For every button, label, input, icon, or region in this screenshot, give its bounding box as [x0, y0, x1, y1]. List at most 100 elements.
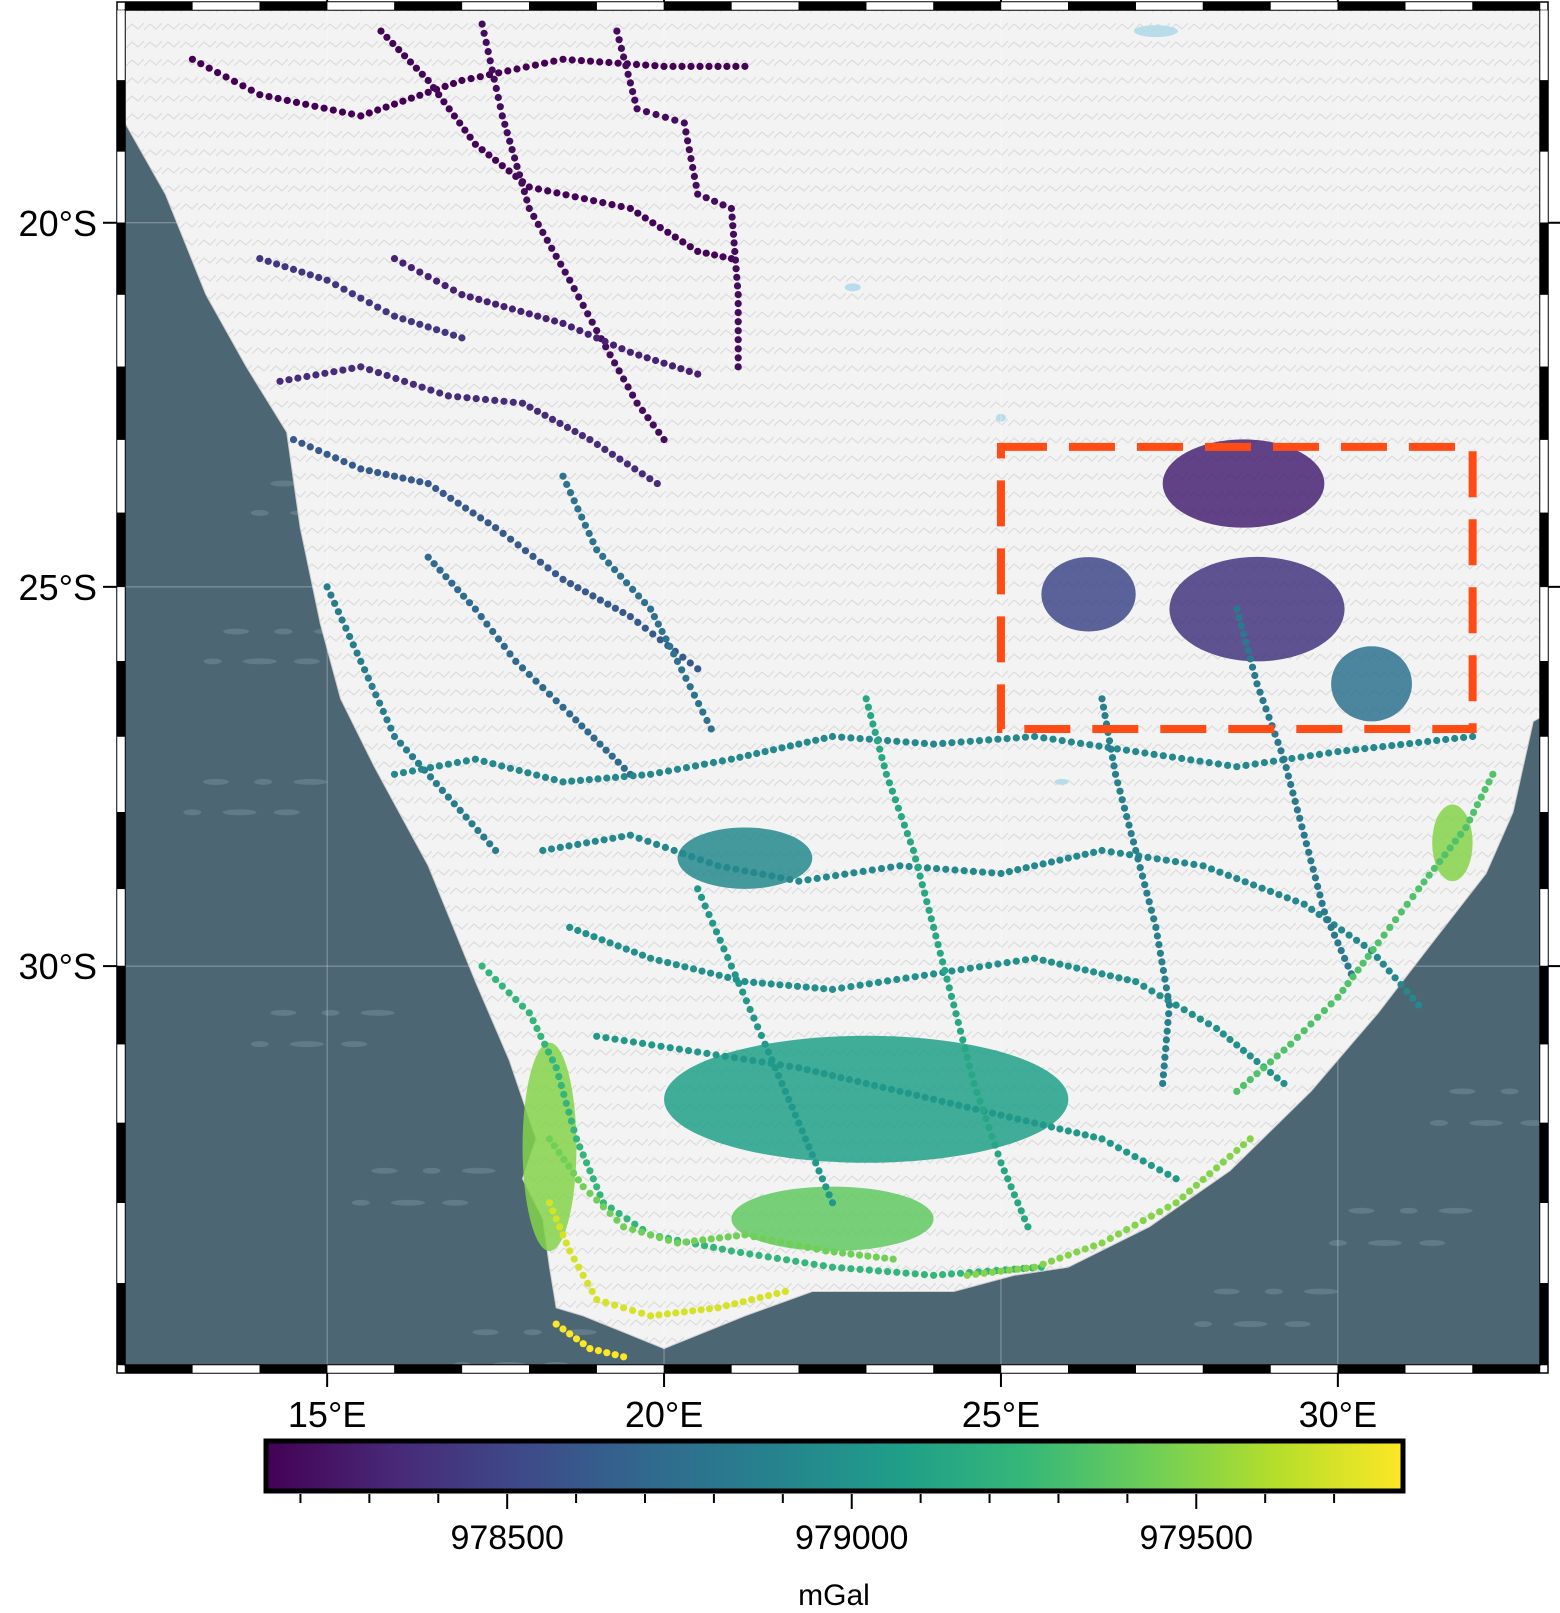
gravity-point [513, 65, 521, 73]
gravity-point [329, 106, 337, 114]
gravity-point [1216, 868, 1224, 876]
gravity-point [889, 1255, 897, 1263]
gravity-point [395, 46, 403, 54]
gravity-point [515, 766, 523, 775]
gravity-point [879, 1083, 887, 1091]
gravity-point [734, 291, 742, 299]
gravity-point [1116, 787, 1124, 795]
gravity-point [727, 755, 736, 763]
gravity-point [1239, 630, 1248, 638]
gravity-point [407, 264, 415, 272]
gravity-point [471, 140, 479, 148]
gravity-point [658, 627, 666, 636]
gravity-point [1031, 1119, 1039, 1127]
gravity-point [1374, 939, 1382, 947]
gravity-point [685, 146, 693, 154]
gravity-point [920, 971, 929, 979]
gravity-point [416, 478, 424, 486]
gravity-point [294, 374, 302, 382]
gravity-point [505, 167, 513, 175]
gravity-point [1129, 838, 1138, 846]
gravity-point [1086, 741, 1094, 749]
gravity-point [1164, 1018, 1172, 1027]
gravity-point [749, 1057, 757, 1065]
gravity-point [707, 1235, 715, 1243]
gravity-point [426, 764, 435, 772]
gravity-point [615, 1209, 623, 1218]
gravity-point [818, 1175, 827, 1183]
gravity-point [1226, 1152, 1234, 1160]
gravity-point [1213, 1164, 1221, 1172]
gravity-point [1233, 605, 1241, 613]
gravity-point [945, 984, 953, 992]
gravity-point [1108, 754, 1117, 762]
gravity-point [580, 195, 589, 203]
gravity-point [620, 773, 628, 781]
gravity-point [798, 1127, 806, 1135]
gravity-point [1020, 1215, 1029, 1223]
gravity-point [586, 1189, 594, 1197]
gravity-point [927, 915, 935, 923]
gravity-point [1451, 734, 1459, 743]
gravity-point [930, 1271, 938, 1279]
lake [995, 413, 1006, 422]
gravity-point [574, 926, 582, 935]
longitude-label: 25°E [962, 1394, 1040, 1435]
gravity-point [449, 331, 458, 339]
gravity-point [957, 738, 965, 746]
gravity-point [605, 559, 613, 567]
gravity-point [1138, 872, 1147, 880]
gravity-point [526, 403, 534, 411]
gravity-point [874, 1267, 883, 1275]
gravity-point [1147, 906, 1155, 914]
gravity-point [1266, 1068, 1275, 1077]
gravity-point [401, 377, 409, 385]
gravity-point [1058, 737, 1066, 745]
gravity-point [664, 959, 672, 967]
frame-segment [1068, 1, 1136, 11]
gravity-point [348, 290, 356, 298]
gravity-point [513, 162, 521, 170]
gravity-point [865, 735, 873, 743]
gravity-point [966, 964, 974, 972]
gravity-point [435, 91, 443, 99]
gravity-point [436, 389, 444, 397]
gravity-point [626, 204, 635, 213]
gravity-point [1288, 754, 1296, 763]
gravity-point [1244, 647, 1252, 655]
gravity-point [1095, 742, 1103, 750]
gravity-point [478, 962, 486, 970]
gravity-point [854, 1077, 862, 1086]
gravity-point [934, 941, 942, 949]
gravity-point [812, 1159, 820, 1167]
gravity-point [812, 1068, 820, 1076]
gravity-point [566, 1330, 574, 1338]
gravity-point [982, 1115, 990, 1123]
gravity-point [444, 392, 452, 400]
gravity-point [729, 230, 738, 238]
gravity-point [632, 60, 641, 69]
gravity-point [707, 725, 715, 733]
gravity-point [1253, 1070, 1261, 1078]
gravity-point [638, 1228, 646, 1236]
gravity-point [321, 369, 329, 377]
gravity-point [593, 327, 601, 335]
frame-segment [259, 1364, 328, 1374]
seafloor-feature [461, 1167, 496, 1174]
gravity-point [471, 605, 479, 613]
gravity-point [598, 936, 606, 944]
gravity-point [689, 1307, 697, 1315]
gravity-point [874, 978, 883, 987]
gravity-point [1233, 763, 1241, 771]
gravity-point [418, 70, 426, 78]
gravity-point [734, 327, 742, 335]
gravity-point [969, 867, 978, 876]
gravity-point [432, 484, 440, 493]
gravity-point [865, 980, 873, 988]
gravity-point [514, 541, 522, 549]
gravity-point [606, 1209, 614, 1218]
gravity-point [315, 273, 323, 282]
gravity-point [256, 91, 264, 99]
gravity-point [837, 1074, 845, 1082]
